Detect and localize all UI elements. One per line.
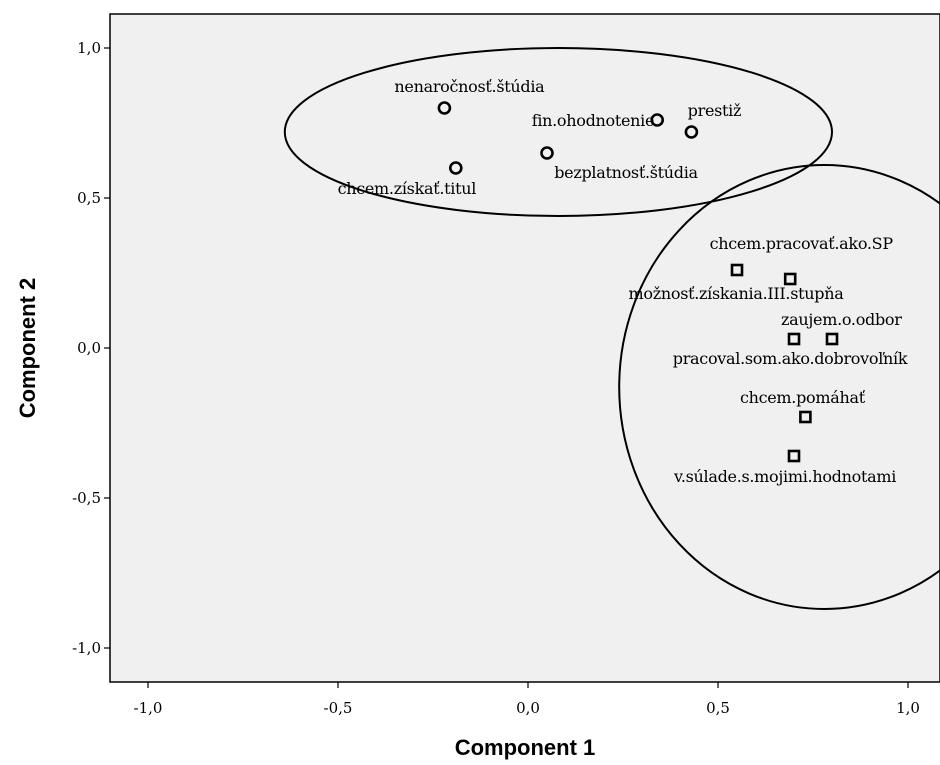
point-label: zaujem.o.odbor [781,310,902,329]
y-tick-label: 1,0 [77,39,101,57]
point-square [787,449,801,463]
x-tick-label: -0,5 [324,699,353,717]
point-label: chcem.získať.titul [338,179,477,198]
cluster-ellipse-1 [283,47,834,217]
y-tick-label: -1,0 [72,639,101,657]
point-square [825,332,839,346]
y-axis-title: Component 2 [15,278,40,419]
plot-area [109,13,940,683]
point-label: pracoval.som.ako.dobrovoľník [673,349,908,368]
point-circle [650,113,665,127]
point-label: chcem.pomáhať [740,388,866,407]
point-square [783,272,797,286]
point-circle [684,125,699,139]
point-label: fin.ohodnotenie [532,111,654,130]
point-label: v.súlade.s.mojimi.hodnotami [673,467,896,486]
x-tick-label: 0,5 [706,699,730,717]
data-points: nenaročnosť.štúdia fin.ohodnotenie prestiž… [338,77,909,486]
y-tick-label: 0,5 [77,189,101,207]
point-circle [437,101,452,115]
x-tick-label: 0,0 [516,699,540,717]
point-label: možnosť.získania.III.stupňa [629,284,845,303]
y-tick-label: -0,5 [72,489,101,507]
point-circle [540,146,554,160]
x-tick-label: 1,0 [896,699,920,717]
point-label: chcem.pracovať.ako.SP [710,234,894,253]
cluster-ellipse-2 [618,164,940,610]
point-label: prestiž [688,101,741,120]
point-circle [448,161,463,175]
point-label: bezplatnosť.štúdia [554,163,698,182]
x-axis-title: Component 1 [455,735,596,760]
y-tick-label: 0,0 [77,339,101,357]
point-square [787,332,801,346]
axis-ticks: -1,0 -0,5 0,0 0,5 1,0 -1,0 -0,5 0,0 0,5 1,0 [72,39,920,717]
cluster-ellipses [283,47,940,610]
x-tick-label: -1,0 [134,699,163,717]
point-square [730,263,744,277]
point-square [799,410,812,424]
point-label: nenaročnosť.štúdia [394,77,545,96]
